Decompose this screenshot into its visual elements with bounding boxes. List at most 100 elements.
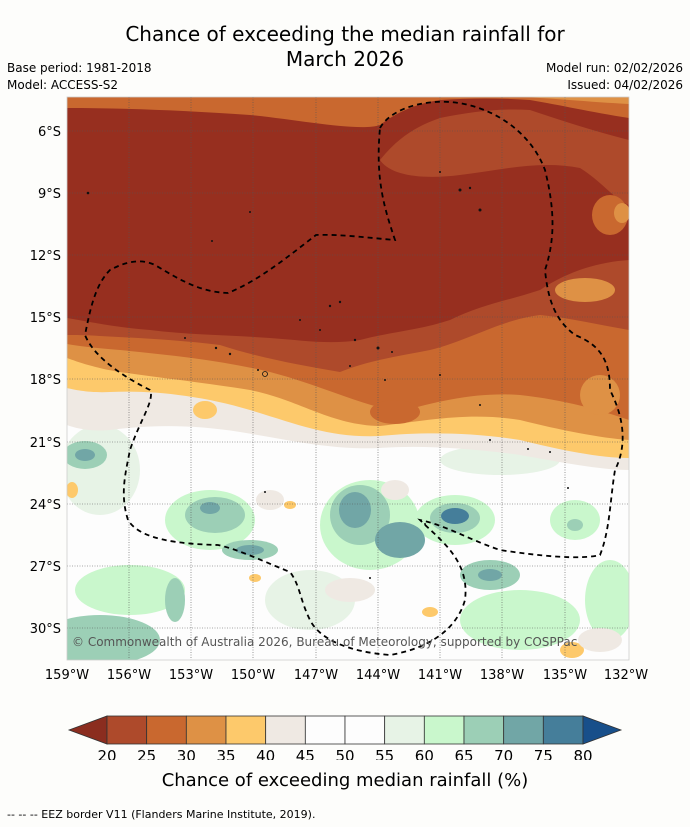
colorbar-tick: 80	[573, 747, 592, 760]
colorbar-cell	[146, 715, 187, 745]
island	[328, 304, 332, 308]
lon-label: 147°W	[294, 668, 338, 683]
colorbar-cell	[265, 715, 306, 745]
island	[439, 171, 441, 173]
patch	[75, 565, 185, 615]
title-line-1: Chance of exceeding the median rainfall …	[125, 22, 565, 46]
patch	[67, 425, 140, 515]
colorbar-ticks: 20 25 30 35 40 45 50 55 60 65 70 75 80	[97, 747, 592, 760]
patch	[185, 497, 245, 533]
lon-label: 153°W	[169, 668, 213, 683]
island	[214, 346, 218, 350]
lat-label: 24°S	[30, 498, 61, 513]
colorbar-high-arrow	[582, 715, 623, 745]
island	[86, 191, 90, 195]
island	[479, 404, 481, 406]
lon-label: 138°W	[480, 668, 524, 683]
island	[527, 448, 529, 450]
colorbar-tick: 25	[137, 747, 156, 760]
islands	[86, 171, 569, 579]
colorbar-label: Chance of exceeding median rainfall (%)	[161, 770, 529, 791]
band-north-30-35	[67, 97, 629, 104]
colorbar-cell	[304, 715, 346, 745]
patch	[325, 578, 375, 602]
base-period: Base period: 1981-2018	[7, 61, 152, 75]
island	[369, 577, 371, 579]
lon-label: 132°W	[604, 668, 648, 683]
meta-right: Model run: 02/02/2026 Issued: 04/02/2026	[546, 60, 683, 94]
patch	[375, 522, 425, 558]
title-line-2: March 2026	[285, 47, 405, 71]
eez-legend: -- -- -- EEZ border V11 (Flanders Marine…	[7, 808, 316, 821]
patch	[256, 490, 284, 510]
colorbar-cell	[344, 715, 386, 745]
patch	[370, 400, 420, 424]
patch	[422, 607, 438, 617]
issued-date: Issued: 04/02/2026	[567, 78, 683, 92]
island	[478, 208, 482, 212]
band-north-25-30	[67, 97, 629, 128]
colorbar-tick: 50	[335, 747, 354, 760]
island	[299, 319, 301, 321]
lon-label: 135°W	[543, 668, 587, 683]
island	[338, 300, 342, 304]
patch	[67, 615, 160, 660]
plot-frame	[66, 96, 630, 661]
lat-label: 18°S	[30, 373, 61, 388]
band-below-20	[67, 97, 629, 343]
colorbar-low-arrow	[67, 715, 108, 745]
island	[353, 338, 357, 342]
rainfall-map: © Commonwealth of Australia 2026, Bureau…	[30, 96, 648, 760]
map-field	[67, 97, 629, 660]
colorbar-cells	[106, 715, 584, 745]
patch	[249, 574, 261, 582]
patch	[560, 642, 584, 658]
colorbar-tick: 40	[256, 747, 275, 760]
patch	[585, 560, 629, 640]
patch	[567, 519, 583, 531]
colorbar-tick: 35	[216, 747, 235, 760]
patch	[381, 480, 409, 500]
patch	[284, 501, 296, 509]
gridlines	[67, 97, 629, 660]
colorbar-tick: 55	[375, 747, 394, 760]
island	[439, 374, 441, 376]
colorbar-cell	[106, 715, 148, 745]
lon-label: 156°W	[107, 668, 151, 683]
lat-label: 9°S	[38, 187, 61, 202]
island	[549, 451, 551, 453]
island	[384, 379, 386, 381]
patch	[614, 203, 629, 223]
island	[376, 346, 380, 350]
island	[489, 439, 491, 441]
colorbar-cell	[384, 715, 425, 745]
patch	[339, 492, 371, 528]
colorbar-cell	[463, 715, 505, 745]
map-title: Chance of exceeding the median rainfall …	[0, 22, 690, 72]
copyright-notice: © Commonwealth of Australia 2026, Bureau…	[72, 635, 577, 649]
lon-label: 141°W	[418, 668, 462, 683]
lon-axis: 159°W 156°W 153°W 150°W 147°W 144°W 141°…	[45, 668, 648, 683]
colorbar-cell	[542, 715, 584, 745]
patch	[441, 508, 469, 524]
island	[349, 365, 351, 367]
patch	[193, 401, 217, 419]
colorbar-cell	[423, 715, 465, 745]
island	[264, 491, 266, 493]
patch	[165, 578, 185, 622]
patch	[578, 628, 622, 652]
island	[458, 188, 462, 192]
lat-axis: 6°S 9°S 12°S 15°S 18°S 21°S 24°S 27°S 30…	[30, 125, 61, 637]
island	[211, 240, 213, 242]
colorbar-cell	[185, 715, 227, 745]
meta-left: Base period: 1981-2018 Model: ACCESS-S2	[7, 60, 152, 94]
island	[249, 211, 251, 213]
island	[391, 351, 393, 353]
lon-label: 159°W	[45, 668, 89, 683]
colorbar-tick: 60	[415, 747, 434, 760]
island	[257, 369, 259, 371]
lon-label: 150°W	[231, 668, 275, 683]
lat-label: 6°S	[38, 125, 61, 140]
island	[468, 186, 472, 190]
patch	[460, 590, 580, 650]
